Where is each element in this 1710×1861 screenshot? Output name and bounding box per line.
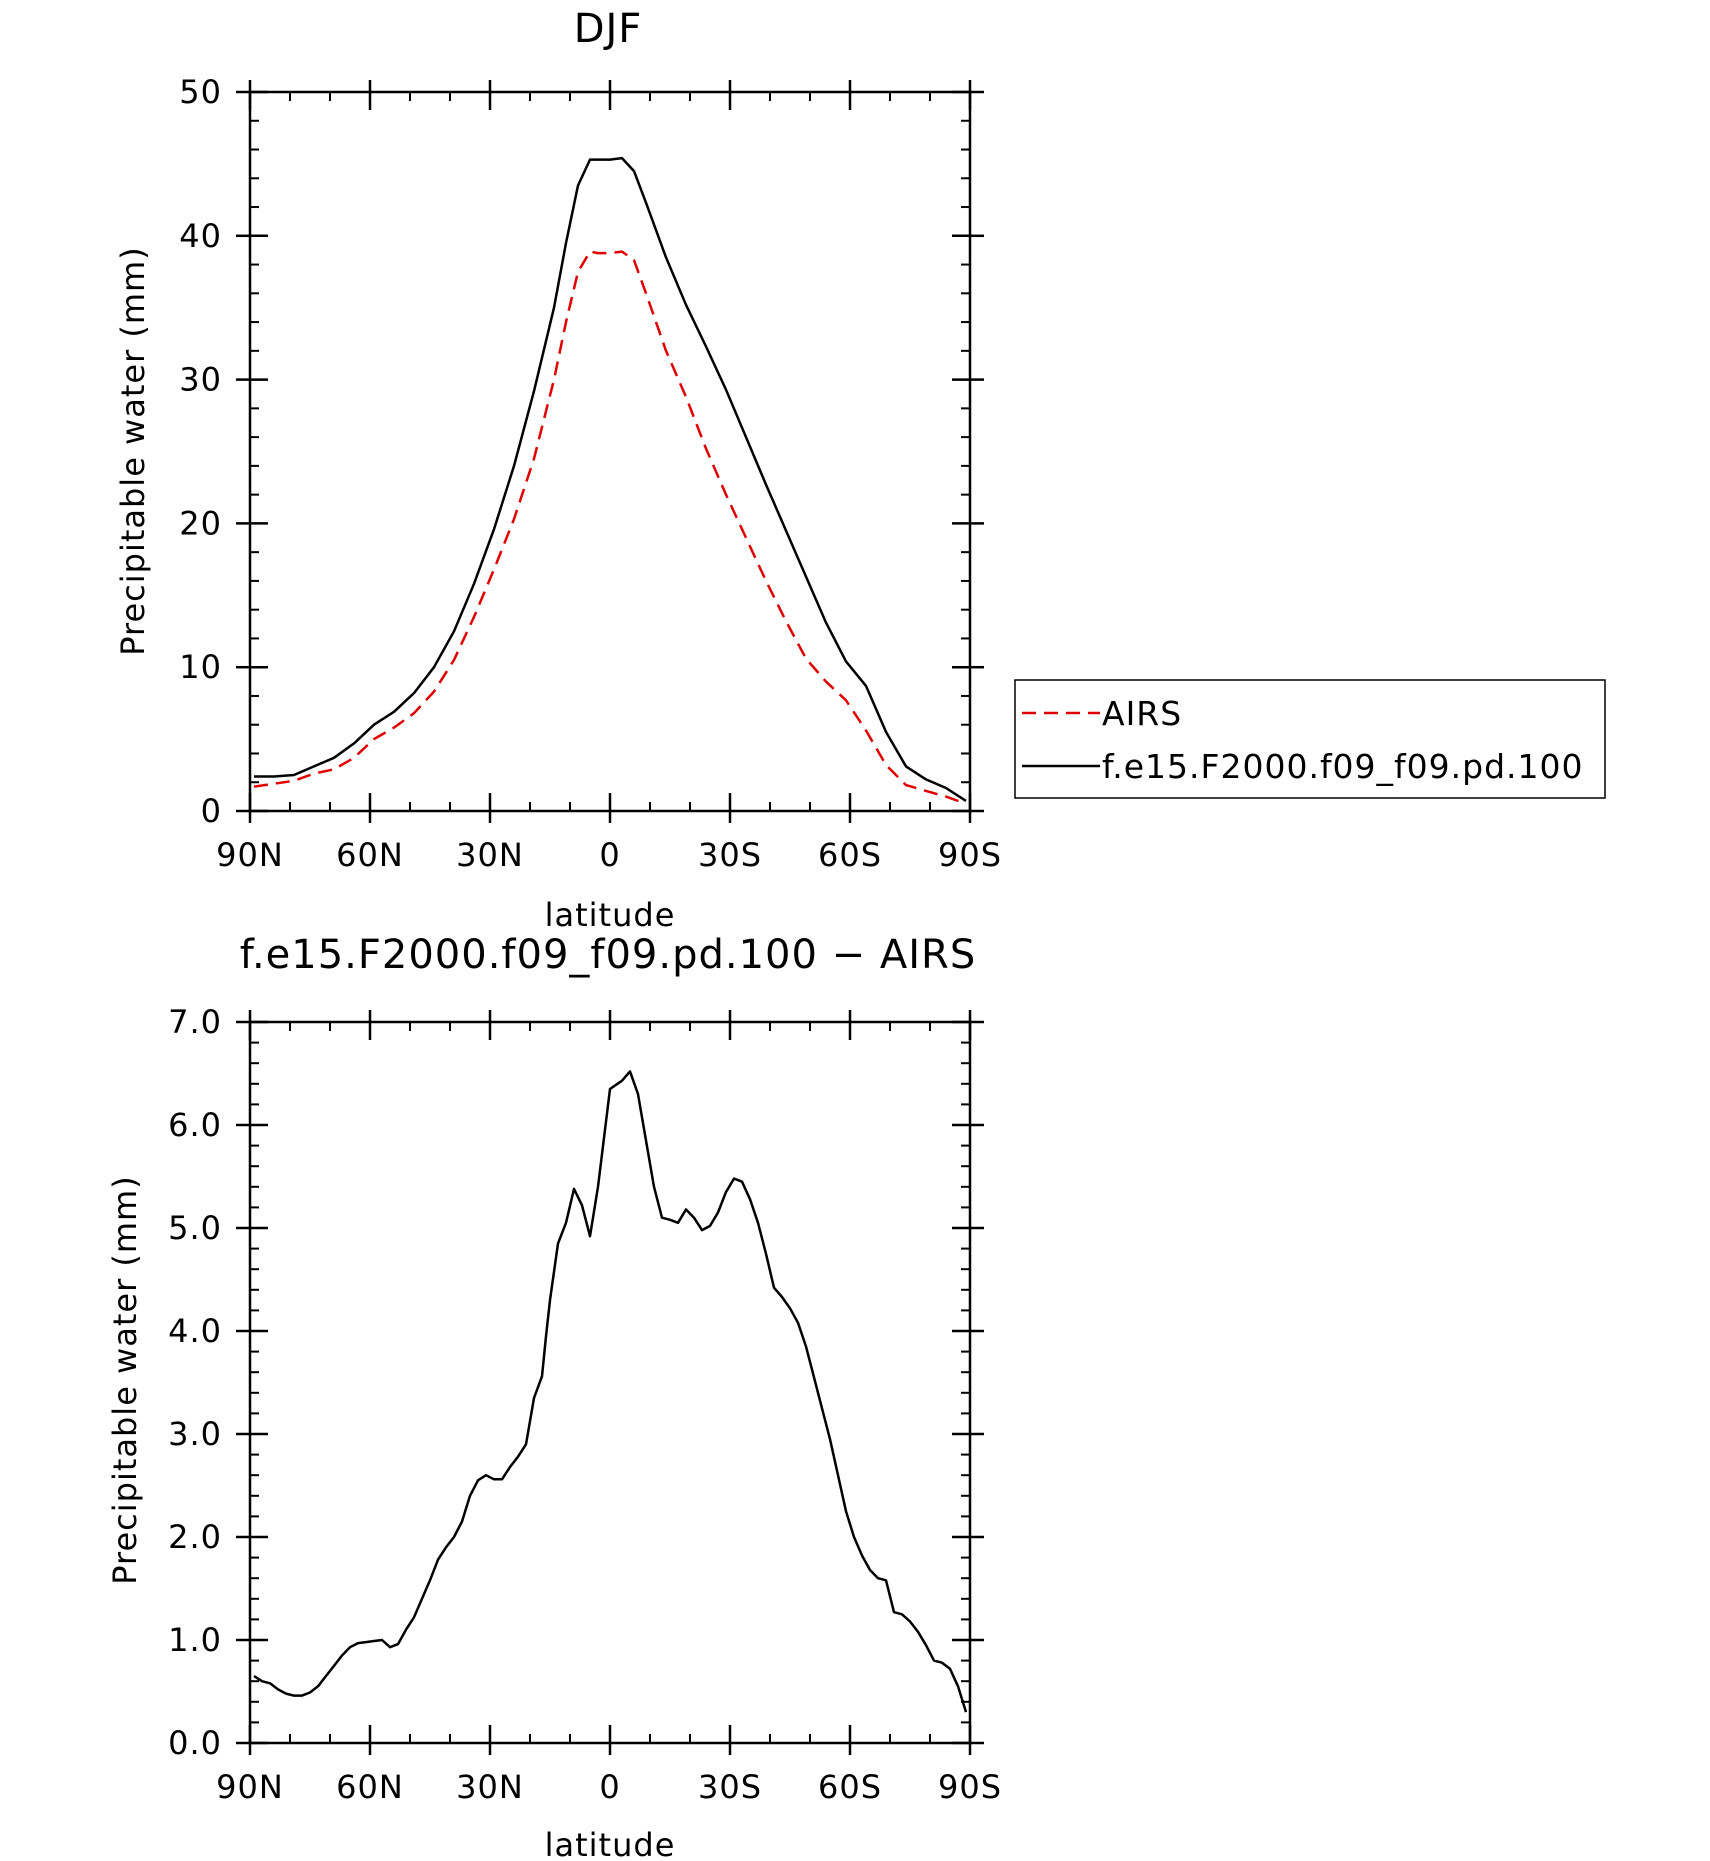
top-x-tick-label: 90N [216, 836, 284, 874]
top-y-tick-label: 20 [179, 504, 222, 542]
bottom-chart-ylabel: Precipitable water (mm) [106, 1175, 144, 1584]
bottom-x-tick-label: 90S [938, 1768, 1002, 1806]
top-chart-ylabel: Precipitable water (mm) [114, 246, 152, 655]
top-chart-title: DJF [574, 6, 643, 52]
bottom-x-tick-label: 60S [818, 1768, 882, 1806]
bottom-y-tick-label: 6.0 [168, 1106, 222, 1144]
top-y-tick-label: 40 [179, 217, 222, 255]
bottom-x-tick-label: 0 [599, 1768, 620, 1806]
top-x-tick-label: 30S [698, 836, 762, 874]
bottom-y-tick-label: 4.0 [168, 1312, 222, 1350]
top-x-tick-label: 60N [336, 836, 404, 874]
bottom-y-tick-label: 7.0 [168, 1003, 222, 1041]
top-x-tick-label: 0 [599, 836, 620, 874]
top-x-tick-label: 60S [818, 836, 882, 874]
bottom-chart-frame [248, 1020, 972, 1745]
bottom-chart-lines [253, 1070, 968, 1713]
bottom-y-tick-label: 3.0 [168, 1415, 222, 1453]
top-series-line-0 [253, 250, 967, 805]
bottom-chart-ticks: 90N 60N 30N 0 30S 60S 90S 0.0 1.0 2.0 3.0 4.0 5.0 6.0… [168, 1003, 1002, 1806]
legend: AIRS f.e15.F2000.f09_f09.pd.100 [1014, 679, 1606, 799]
bottom-y-tick-label: 0.0 [168, 1724, 222, 1762]
bottom-x-tick-label: 30N [456, 1768, 524, 1806]
legend-box [1014, 679, 1606, 799]
legend-label-airs: AIRS [1102, 694, 1182, 733]
bottom-x-tick-label: 60N [336, 1768, 404, 1806]
top-y-tick-label: 0 [201, 792, 222, 830]
bottom-chart-xlabel: latitude [545, 1826, 676, 1861]
top-chart-xlabel: latitude [545, 896, 676, 934]
bottom-series-line-0 [253, 1070, 968, 1713]
bottom-x-tick-label: 30S [698, 1768, 762, 1806]
bottom-y-tick-label: 1.0 [168, 1621, 222, 1659]
top-x-tick-label: 30N [456, 836, 524, 874]
top-x-tick-label: 90S [938, 836, 1002, 874]
top-chart: DJF 90N 60N 30N 0 30S 60S 90S 0 10 20 30 40 50 Preci… [114, 6, 1606, 934]
top-series-line-1 [254, 156, 967, 802]
bottom-y-tick-label: 5.0 [168, 1209, 222, 1247]
bottom-x-tick-label: 90N [216, 1768, 284, 1806]
top-y-tick-label: 10 [179, 648, 222, 686]
top-y-tick-label: 50 [179, 73, 222, 111]
top-y-tick-label: 30 [179, 361, 222, 399]
bottom-chart: f.e15.F2000.f09_f09.pd.100 − AIRS 90N 60N… [106, 932, 1002, 1861]
legend-label-model: f.e15.F2000.f09_f09.pd.100 [1102, 747, 1584, 786]
bottom-chart-title: f.e15.F2000.f09_f09.pd.100 − AIRS [240, 932, 976, 978]
top-chart-lines [253, 156, 967, 805]
top-chart-frame [248, 90, 972, 813]
bottom-y-tick-label: 2.0 [168, 1518, 222, 1556]
